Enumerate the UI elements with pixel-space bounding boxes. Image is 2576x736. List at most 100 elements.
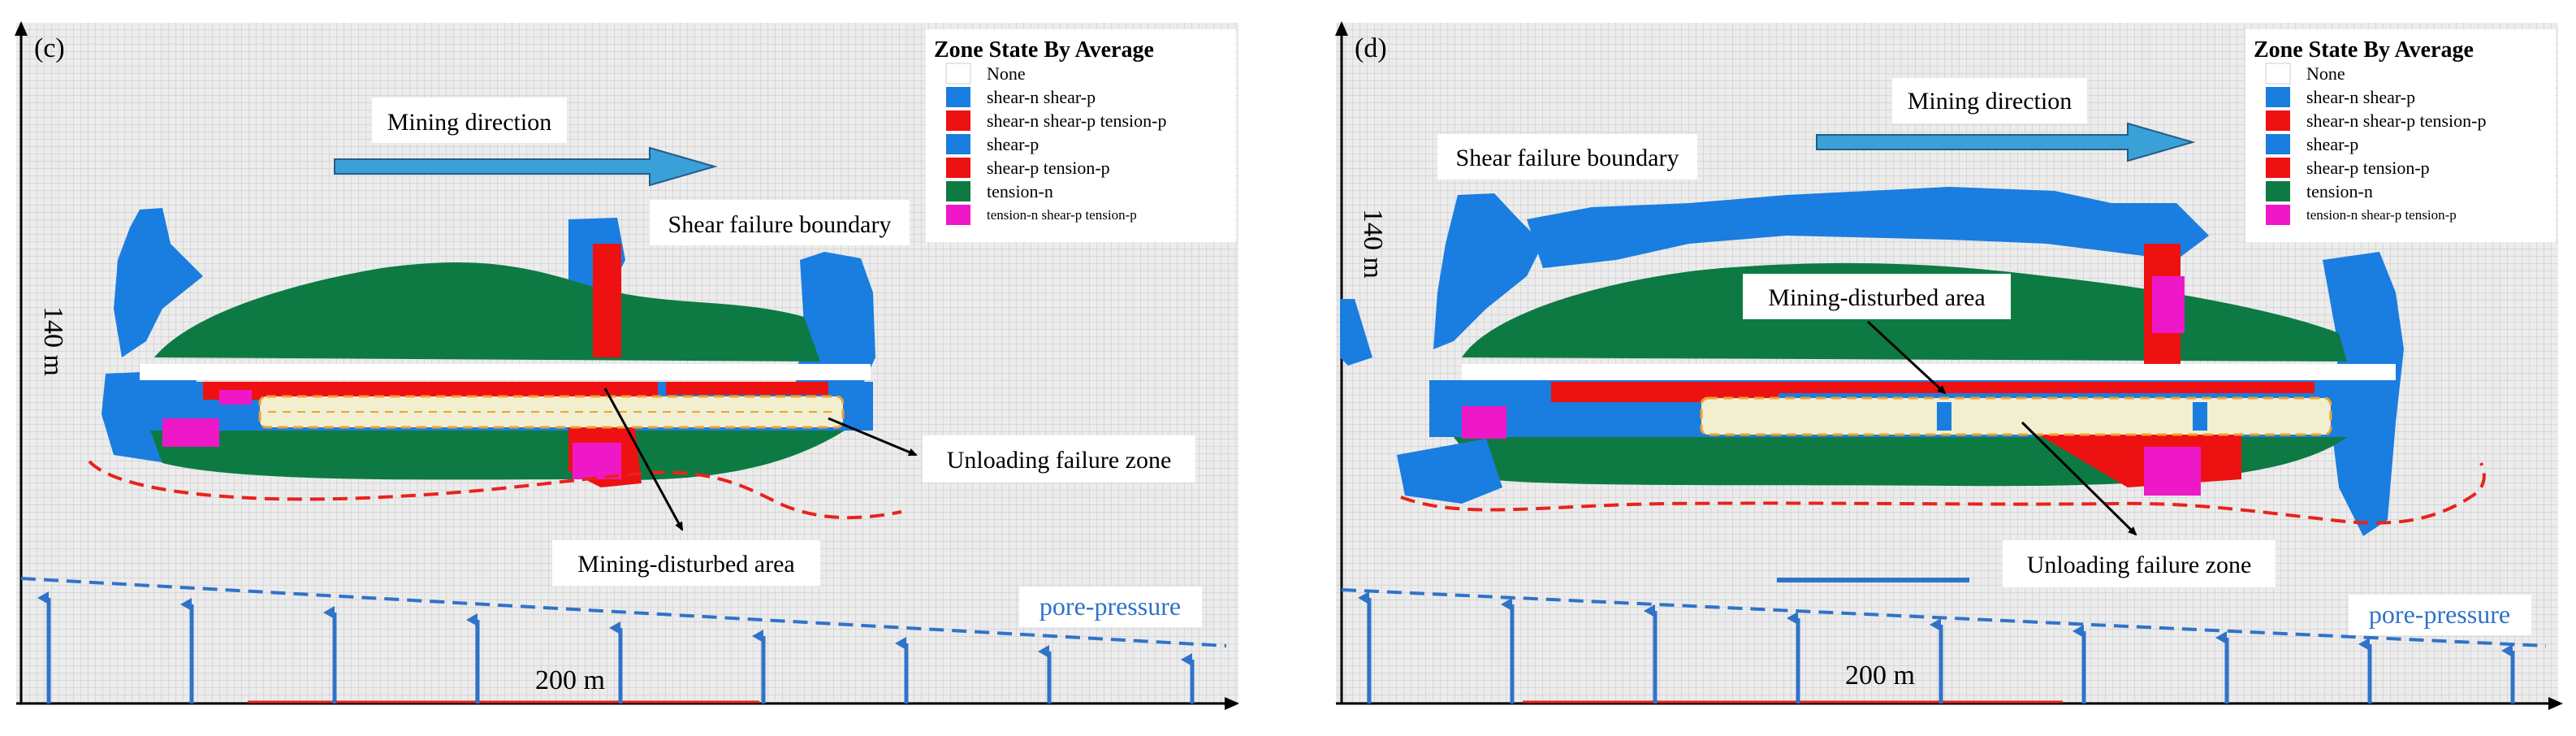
width-axis-arrowhead [2548,697,2563,710]
legend-title: Zone State By Average [2254,37,2474,63]
mining-direction-bg [372,97,567,143]
legend-label: tension-n shear-p tension-p [987,207,1137,223]
width-dimension-label: 200 m [535,665,605,695]
magenta-zone-left [1462,406,1506,439]
legend-swatch [945,63,971,84]
width-dimension-label: 200 m [1845,660,1915,691]
magenta-zone-top [2152,276,2185,333]
legend-item: shear-p tension-p [946,158,1110,178]
pore-pressure-line [1341,588,2547,647]
pore-pressure-label-bg [2349,595,2531,635]
legend-label: None [987,63,1026,84]
pore-pressure-arrows [37,591,1195,704]
shear-zone-edge [1340,299,1372,366]
legend-item: shear-p [946,134,1039,154]
legend-box [926,29,1236,242]
shear-failure-boundary-label: Shear failure boundary [668,211,892,238]
unloading-pointer [828,417,918,457]
legend-label: shear-n shear-p [2306,87,2415,107]
legend-label: shear-p tension-p [987,158,1110,178]
height-dimension-label: 140 m [1358,209,1388,279]
pore-pressure-label: pore-pressure [2369,600,2510,629]
legend-label: tension-n [2306,181,2373,201]
legend-item: shear-n shear-p tension-p [946,110,1166,131]
pore-pressure-label-bg [1019,587,1202,627]
shear-boundary-label-bg [650,200,910,245]
unloading-failure-zone-label: Unloading failure zone [947,447,1172,474]
height-axis-arrowhead [1335,21,1348,36]
shear-boundary-label-bg [1437,134,1697,180]
legend-item: None [2265,63,2345,84]
shear-failure-boundary-line [88,460,902,520]
legend-label: shear-p tension-p [2306,158,2430,178]
shear-zone-left [114,208,203,357]
legend-swatch [946,110,970,131]
legend-title: Zone State By Average [934,37,1154,63]
panel-d: (d) Mining direction Shear failure bound… [1335,21,2563,710]
legend-swatch [946,205,970,225]
shear-failure-boundary-label: Shear failure boundary [1456,145,1679,171]
failure-zones [1340,187,2404,536]
legend-item: shear-p [2266,134,2358,154]
legend-label: tension-n [987,181,1053,201]
mining-disturbed-area-label: Mining-disturbed area [577,551,794,578]
magenta-zone-top [219,390,252,405]
mining-direction-arrow [334,146,718,187]
magenta-zone-mid [573,443,621,479]
panel-label: (c) [34,33,65,63]
unloading-label-bg [923,435,1195,483]
legend-box [2245,29,2556,242]
tension-zone-lower [150,431,845,480]
legend-item: shear-p tension-p [2266,158,2430,178]
legend-swatch [946,87,970,107]
excavation-roadway [140,364,871,380]
tension-red-band-right [666,382,828,395]
legend-item: tension-n shear-p tension-p [2266,205,2457,225]
pore-pressure-arrows [1358,591,2515,704]
mining-disturbed-pointer [1866,320,1947,395]
panel-c: (c) Mining direction Shear failure bound… [15,21,1239,710]
mining-disturbed-area-label: Mining-disturbed area [1768,284,1985,311]
legend-label: shear-p [2306,134,2358,154]
legend-swatch [2266,181,2290,201]
legend-item: shear-n shear-p [2266,87,2415,107]
legend-swatch [2266,158,2290,178]
mining-direction-label: Mining direction [387,109,551,136]
magenta-zone-mid [2144,447,2201,496]
tension-red-column [593,244,621,357]
shear-zone-left [1433,193,1543,349]
legend-label: shear-n shear-p tension-p [2306,110,2486,131]
legend-swatch [2266,205,2290,225]
mining-disturbed-label-bg [552,540,820,586]
tension-red-band-right [1779,382,2315,393]
legend-item: shear-n shear-p [946,87,1096,107]
legend-swatch [2266,87,2290,107]
mining-direction-label: Mining direction [1908,88,2072,115]
legend-label: None [2306,63,2345,84]
mining-disturbed-pointer [603,387,684,531]
mining-direction-bg [1892,78,2087,123]
legend-swatch [2265,63,2291,84]
height-axis-arrowhead [15,21,28,36]
unloading-failure-zone-box [1700,396,2332,436]
legend-item: shear-n shear-p tension-p [2266,110,2486,131]
magenta-zone-left [162,418,219,447]
legend-swatch [2266,134,2290,154]
legend-swatch [946,134,970,154]
legend-label: tension-n shear-p tension-p [2306,207,2457,223]
failure-zones [102,208,875,487]
unloading-label-bg [2003,540,2276,587]
legend: Zone State By Average None shear-n shear… [926,29,1236,242]
unloading-pointer [2021,421,2137,536]
shear-failure-boundary-line [1400,462,2486,525]
mining-direction-arrow [1816,122,2196,162]
legend-label: shear-p [987,134,1039,154]
disturbed-pillar [2193,402,2207,431]
shear-zone-right [2323,252,2404,536]
legend-label: shear-n shear-p [987,87,1096,107]
pore-pressure-line [20,577,1227,647]
legend-label: shear-n shear-p tension-p [987,110,1166,131]
panel-label: (d) [1355,33,1387,63]
height-dimension-label: 140 m [38,306,68,376]
